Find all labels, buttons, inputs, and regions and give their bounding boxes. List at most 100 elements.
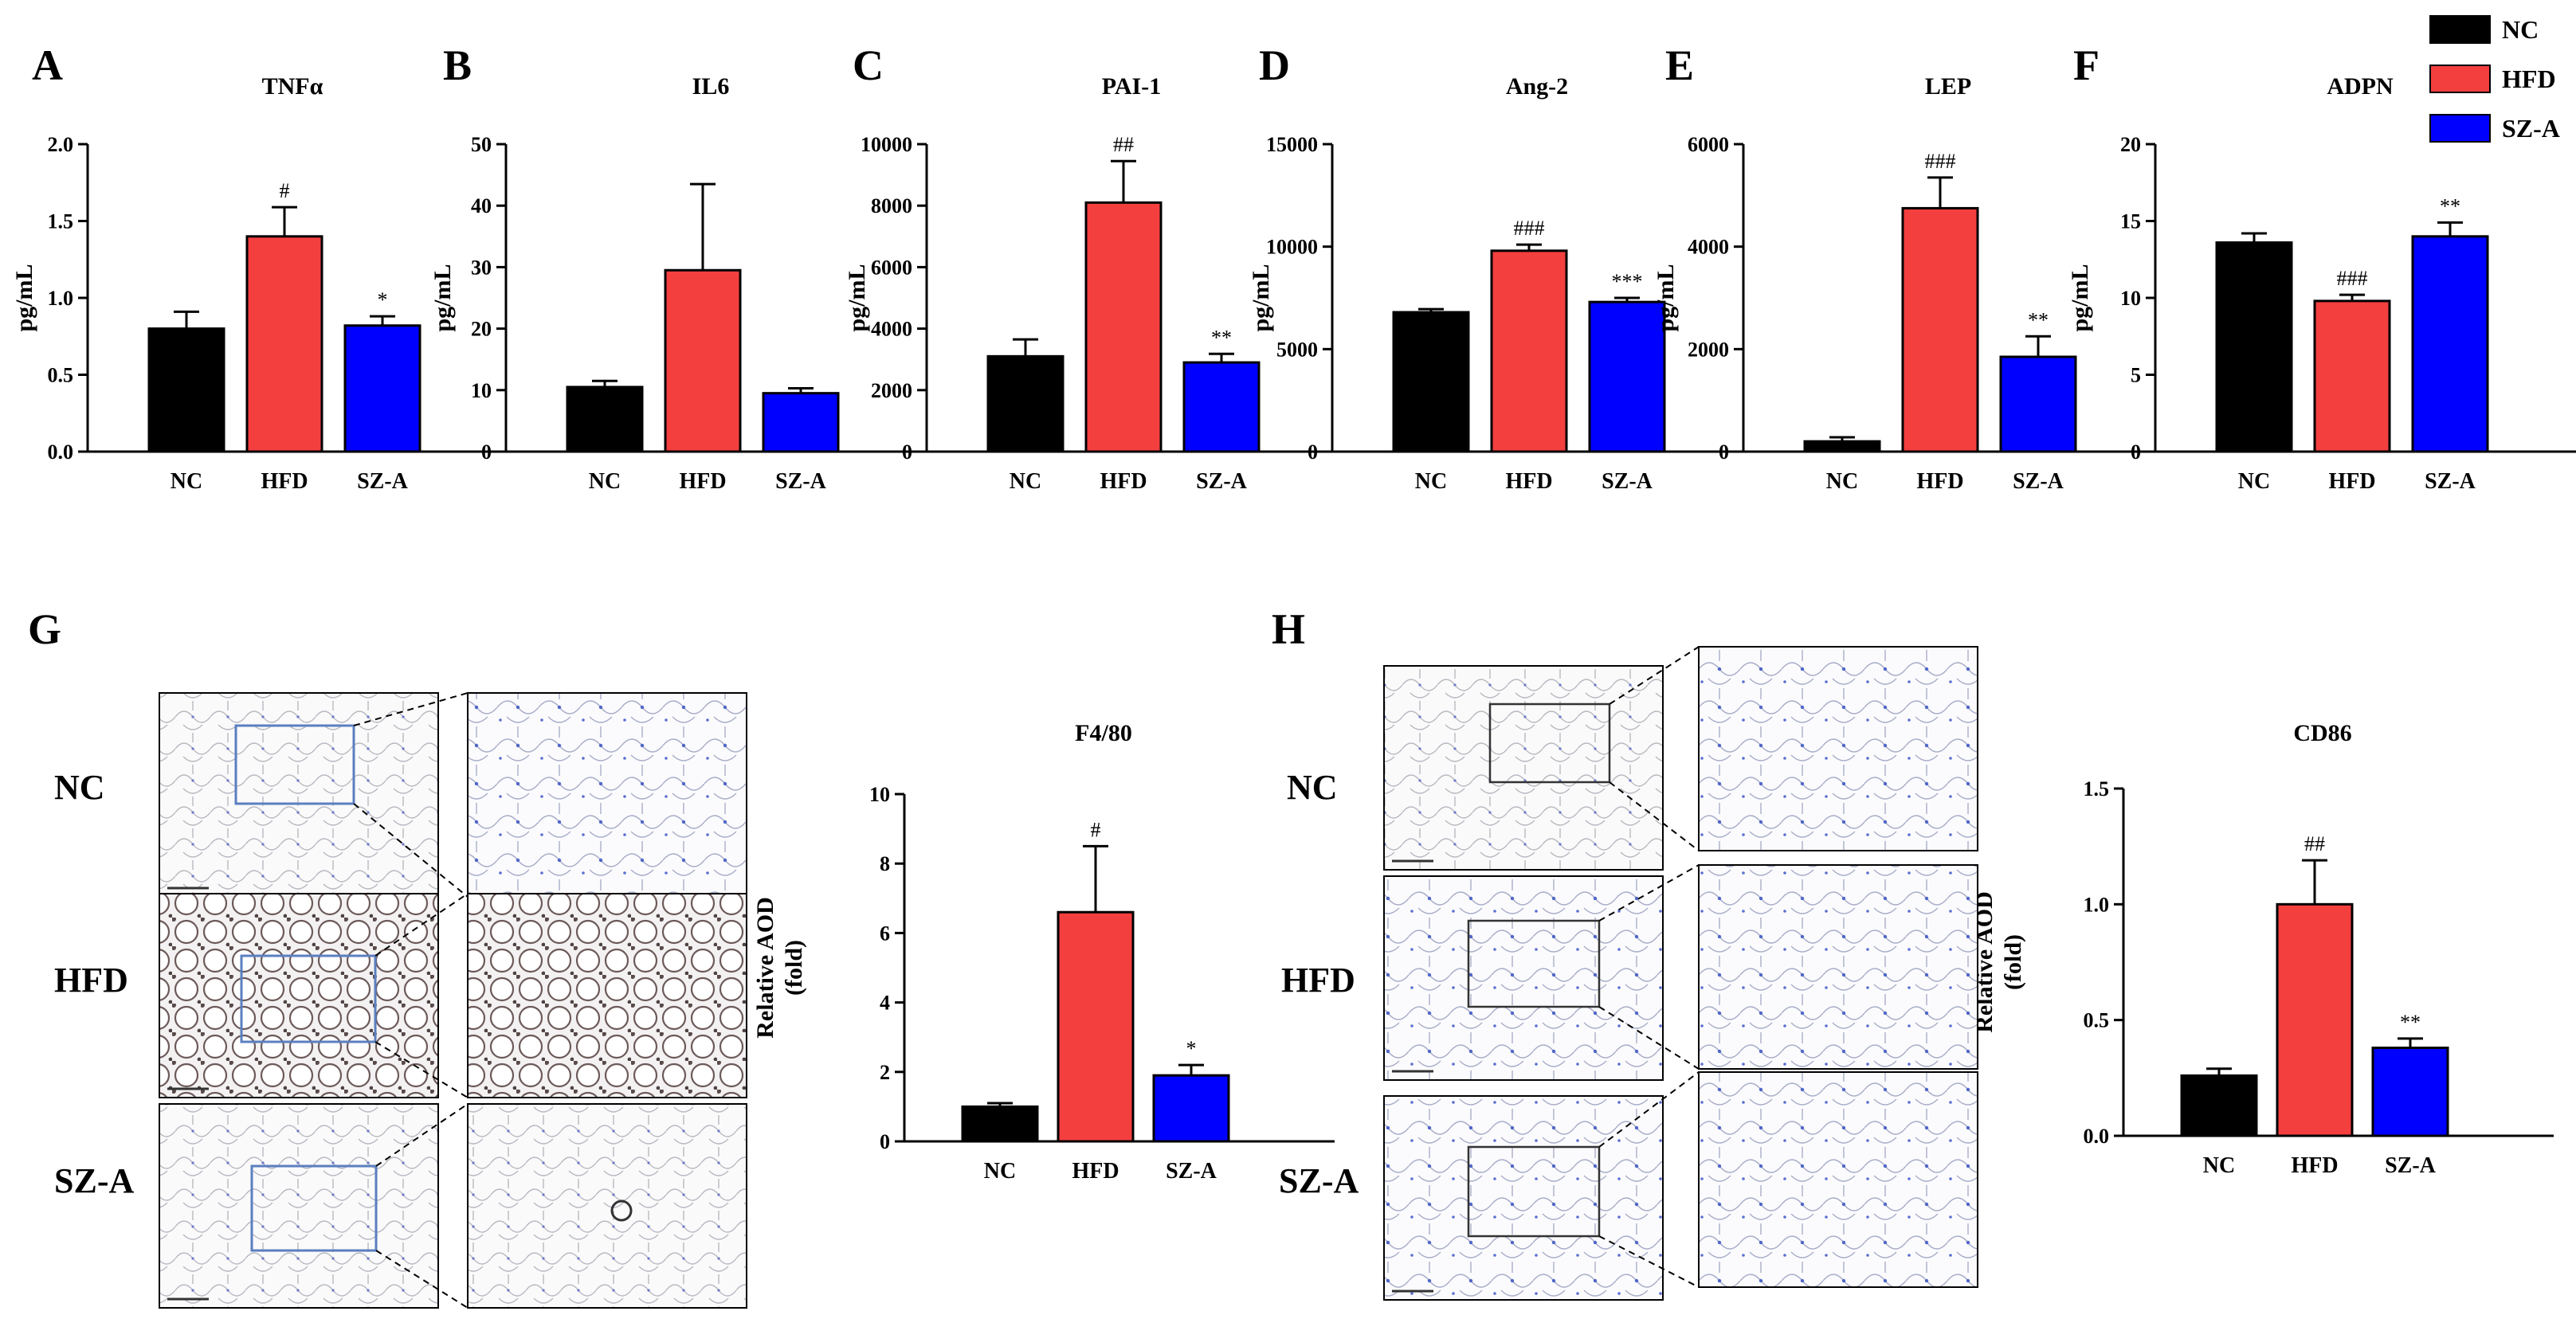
y-tick-label: 0 xyxy=(1719,440,1729,464)
bar-nc xyxy=(1392,311,1470,453)
histology-h-sza-roi xyxy=(1467,1145,1601,1238)
chart-title: LEP xyxy=(1925,73,1971,100)
y-tick-label: 10 xyxy=(471,379,492,402)
chart-il6: B IL6 pg/mL 0 10 20 30 40 50 NC HFD SZ-A xyxy=(429,41,947,494)
histology-g-sza-roi xyxy=(250,1164,378,1252)
significance-mark: ## xyxy=(1113,133,1134,156)
bar-hfd xyxy=(1057,910,1135,1143)
bar-sza xyxy=(1588,300,1666,453)
y-tick-label: 8 xyxy=(880,852,890,875)
y-tick-label: 0.5 xyxy=(48,364,74,387)
y-tick-label: 10000 xyxy=(861,133,912,156)
histology-g-hfd-overview xyxy=(159,893,439,1098)
histology-g-hfd-zoom xyxy=(467,893,747,1098)
y-tick-label: 20 xyxy=(471,318,492,341)
panel-letter-c: C xyxy=(853,41,884,89)
significance-mark: ** xyxy=(1211,326,1232,349)
y-tick-label: 10 xyxy=(869,783,890,806)
x-tick-label: NC xyxy=(984,1159,1016,1184)
x-tick-label: SZ-A xyxy=(357,469,409,494)
y-tick-label: 15000 xyxy=(1266,133,1318,156)
legend: NC HFD SZ-A xyxy=(2429,15,2560,143)
x-tick-label: HFD xyxy=(1072,1159,1119,1184)
y-axis-label: (fold) xyxy=(2000,934,2026,990)
histology-h-row-label-sza: SZ-A xyxy=(1279,1161,1359,1200)
panel-letter-g: G xyxy=(28,605,61,653)
y-tick-label: 50 xyxy=(471,133,492,156)
x-tick-label: NC xyxy=(589,469,621,494)
histology-h-nc-zoom xyxy=(1698,646,1978,851)
bar-hfd xyxy=(664,268,742,453)
bar-sza xyxy=(1999,355,2077,453)
bar-nc xyxy=(986,354,1065,453)
x-tick-label: HFD xyxy=(2291,1153,2338,1178)
x-tick-label: SZ-A xyxy=(1166,1159,1217,1184)
y-axis-label: pg/mL xyxy=(11,264,37,331)
histology-g-nc-roi xyxy=(234,724,355,805)
significance-mark: ## xyxy=(2304,832,2325,855)
histology-h-hfd-overview xyxy=(1383,875,1664,1081)
histology-g-nc-zoom xyxy=(467,692,747,898)
panel-letter-a: A xyxy=(32,41,63,89)
histology-g-row-label-sza: SZ-A xyxy=(54,1161,134,1200)
y-tick-label: 1.5 xyxy=(48,210,74,233)
histology-h-row-label-hfd: HFD xyxy=(1281,961,1355,1000)
chart-title: IL6 xyxy=(692,73,730,100)
significance-mark: ### xyxy=(1514,217,1545,240)
x-tick-label: SZ-A xyxy=(1196,469,1248,494)
y-tick-label: 5 xyxy=(2131,364,2141,387)
x-tick-label: NC xyxy=(1826,469,1858,494)
y-tick-label: 6000 xyxy=(871,256,912,279)
legend-swatch-nc xyxy=(2429,15,2491,44)
histology-g-row-label-nc: NC xyxy=(54,768,105,807)
y-tick-label: 1.5 xyxy=(2084,777,2110,800)
chart-tnfa: A TNFα pg/mL 0.0 0.5 1.0 1.5 2.0 NC # HFD * SZ-A xyxy=(11,41,529,494)
x-tick-label: HFD xyxy=(1100,469,1147,494)
x-tick-label: SZ-A xyxy=(2013,469,2064,494)
panel-letter-f: F xyxy=(2073,41,2100,89)
significance-mark: ### xyxy=(2337,267,2368,290)
bar-hfd xyxy=(1084,201,1163,453)
y-axis-label: pg/mL xyxy=(2067,264,2093,331)
y-tick-label: 2000 xyxy=(1688,338,1729,361)
y-axis-label: Relative AOD xyxy=(752,897,778,1038)
panel-letter-d: D xyxy=(1259,41,1290,89)
panel-letter-h: H xyxy=(1272,605,1305,653)
panel-letter-e: E xyxy=(1665,41,1694,89)
histology-panel-h: H NC HFD SZ-A xyxy=(1272,605,1978,1301)
x-tick-label: HFD xyxy=(261,469,308,494)
legend-swatch-hfd xyxy=(2429,65,2491,93)
histology-g-nc-overview xyxy=(159,692,439,898)
y-tick-label: 6000 xyxy=(1688,133,1729,156)
y-tick-label: 1.0 xyxy=(2084,893,2110,916)
significance-mark: * xyxy=(378,288,388,311)
x-tick-label: NC xyxy=(2238,469,2270,494)
y-tick-label: 0.5 xyxy=(2084,1009,2110,1032)
significance-mark: * xyxy=(1186,1037,1197,1060)
chart-title: PAI-1 xyxy=(1102,73,1161,100)
x-tick-label: NC xyxy=(1415,469,1447,494)
x-tick-label: NC xyxy=(171,469,202,494)
histology-g-row-label-hfd: HFD xyxy=(54,961,128,1000)
x-tick-label: SZ-A xyxy=(2425,469,2476,494)
x-tick-label: HFD xyxy=(1505,469,1552,494)
histology-g-sza-overview xyxy=(159,1103,439,1309)
x-tick-label: NC xyxy=(1010,469,1041,494)
legend-label-sza: SZ-A xyxy=(2502,114,2560,143)
histology-h-sza-overview xyxy=(1383,1095,1664,1301)
y-tick-label: 4 xyxy=(880,992,890,1015)
histology-h-hfd-zoom xyxy=(1698,864,1978,1070)
bar-sza xyxy=(2371,1047,2449,1137)
bar-sza xyxy=(1152,1074,1230,1143)
y-tick-label: 2.0 xyxy=(48,133,74,156)
histology-h-nc-overview xyxy=(1383,665,1664,871)
significance-mark: ** xyxy=(2440,194,2460,217)
y-axis-label: pg/mL xyxy=(1248,264,1274,331)
histology-panel-g: G NC HFD SZ-A xyxy=(28,605,747,1309)
significance-mark: # xyxy=(1091,818,1101,841)
bar-hfd xyxy=(245,235,323,453)
y-tick-label: 8000 xyxy=(871,194,912,217)
panel-letter-b: B xyxy=(443,41,472,89)
histology-g-hfd-roi xyxy=(240,954,377,1043)
